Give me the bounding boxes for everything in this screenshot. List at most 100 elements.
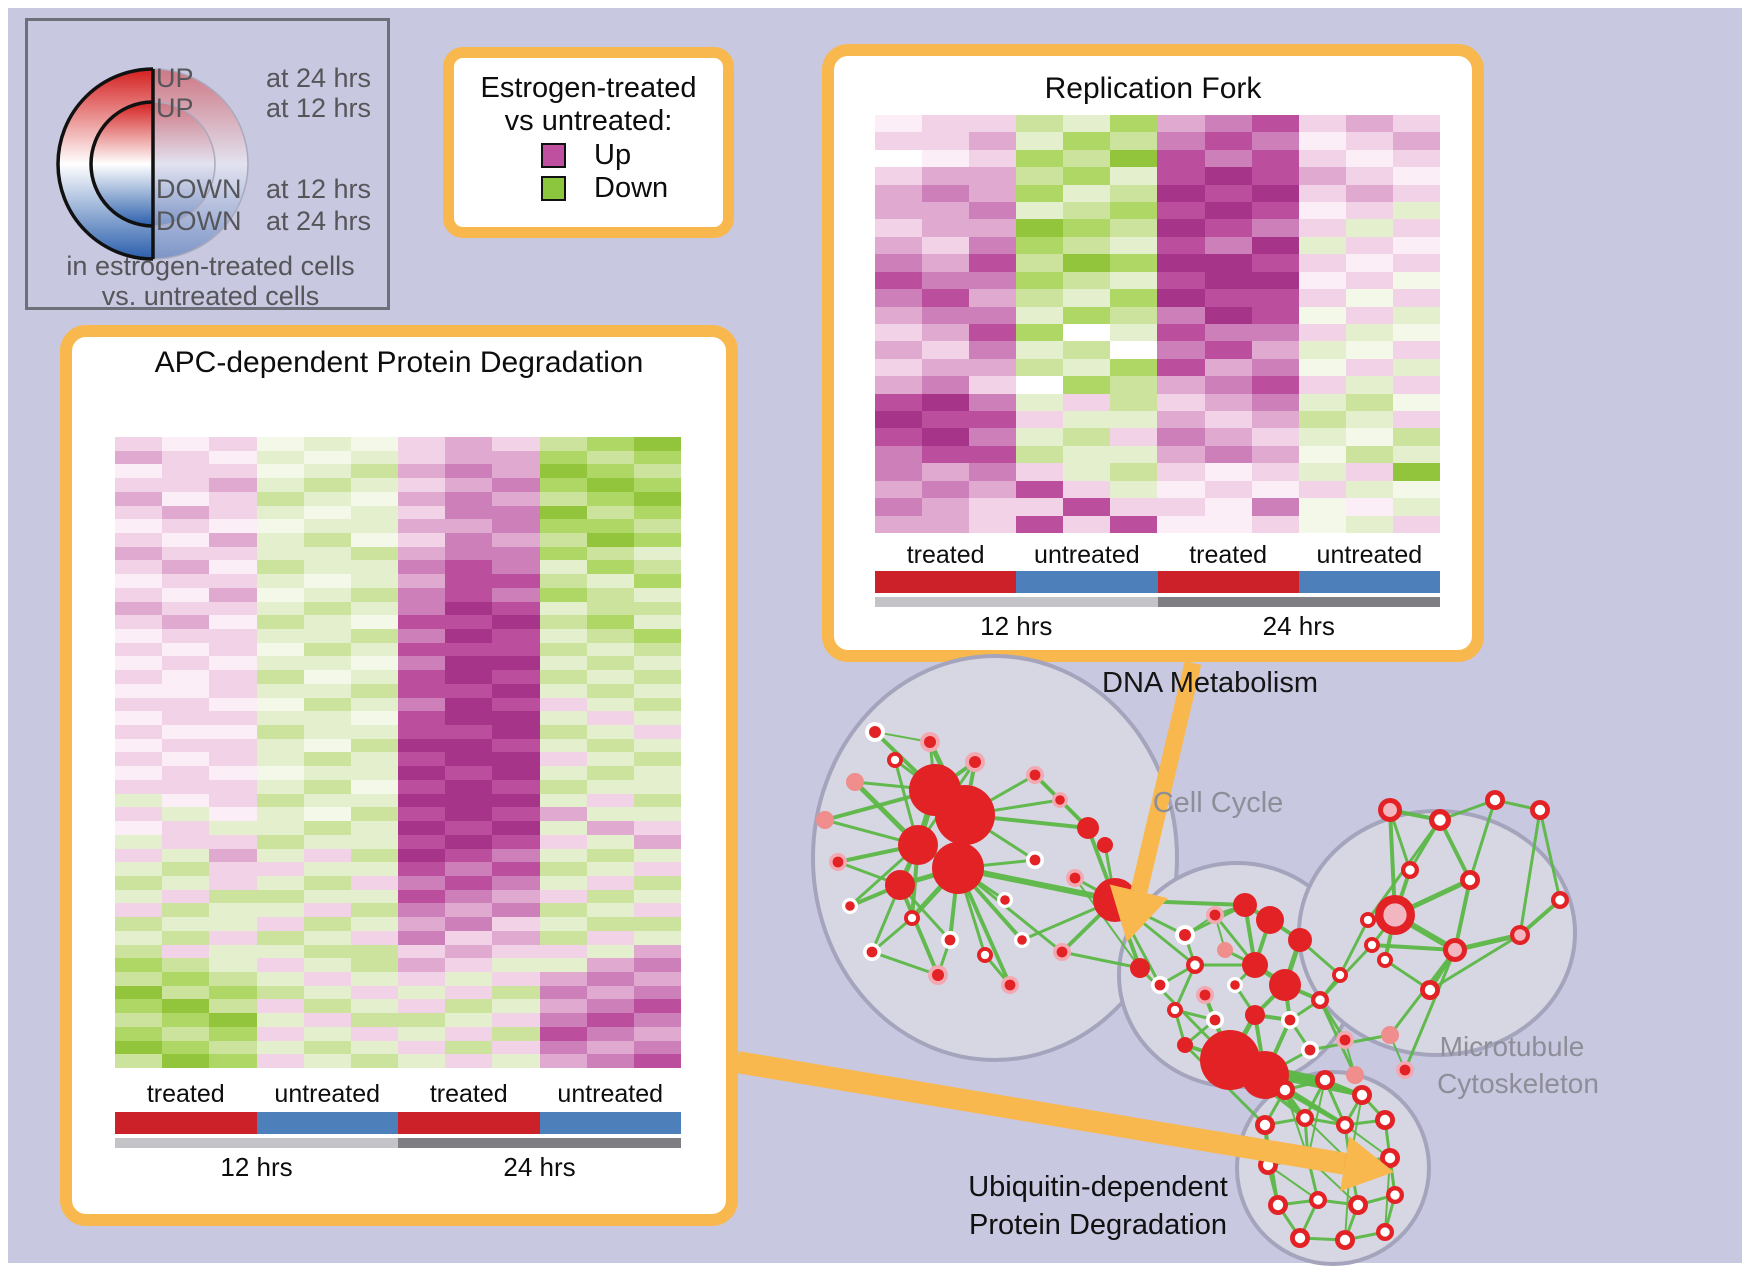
heatmap-cell (162, 821, 210, 835)
network-node-core (1199, 989, 1211, 1001)
heatmap-cell (875, 411, 923, 429)
heatmap-cell (539, 971, 587, 986)
heatmap-cell (1110, 445, 1158, 464)
treated-bar (1157, 571, 1299, 593)
heatmap-cell (875, 236, 923, 255)
heatmap-cell (922, 463, 970, 481)
network-edge (1371, 943, 1456, 952)
heatmap-cell (539, 1013, 587, 1027)
heatmap-cell (1063, 132, 1111, 150)
heatmap-cell (633, 917, 681, 931)
heatmap-cell (1345, 306, 1393, 324)
heatmap-cell (209, 889, 257, 904)
heatmap-cell (1063, 463, 1111, 481)
heatmap-cell (539, 683, 587, 698)
heatmap-cell (115, 903, 163, 918)
heatmap-cell (1157, 115, 1205, 133)
heatmap-cell (1251, 341, 1299, 359)
heatmap-cell (209, 766, 257, 780)
heatmap-cell (209, 546, 257, 561)
heatmap-cell (492, 683, 540, 698)
heatmap-cell (492, 546, 540, 561)
heatmap-cell (1063, 202, 1111, 220)
heatmap-cell (115, 519, 163, 534)
heatmap-cell (209, 1026, 257, 1041)
heatmap-cell (209, 560, 257, 575)
heatmap-cell (256, 917, 304, 931)
heatmap-cell (256, 875, 304, 890)
heatmap-cell (1204, 184, 1252, 203)
heatmap-cell (1063, 149, 1111, 168)
heatmap-cell (1204, 463, 1252, 481)
heatmap-cell (586, 889, 634, 904)
network-edge (957, 865, 1116, 903)
heatmap-cell (1392, 115, 1440, 133)
heatmap-cell (445, 670, 493, 684)
heatmap-cell (398, 656, 446, 671)
heatmap-cell (875, 463, 923, 481)
heatmap-cell (1298, 184, 1346, 203)
network-node-core (1399, 1064, 1411, 1076)
network-node-core (1489, 794, 1501, 806)
heatmap-cell (445, 903, 493, 918)
network-node-core (1356, 1089, 1368, 1101)
network-node-core (1384, 1152, 1396, 1164)
heatmap-cell (445, 533, 493, 547)
heatmap-cell (115, 491, 163, 506)
heatmap-cell (1345, 411, 1393, 429)
heatmap-cell (1110, 393, 1158, 412)
heatmap-cell (350, 574, 398, 588)
heatmap-cell (586, 601, 634, 616)
heatmap-cell (350, 629, 398, 643)
heatmap-cell (586, 587, 634, 602)
network-edge (898, 884, 940, 976)
network-node-core (1304, 1044, 1316, 1056)
network-node (1381, 1026, 1399, 1044)
heatmap-cell (633, 491, 681, 506)
heatmap-cell (445, 738, 493, 753)
heatmap-cell (1204, 115, 1252, 133)
heatmap-cell (586, 711, 634, 726)
heatmap-cell (539, 875, 587, 890)
heatmap-cell (1157, 202, 1205, 220)
heatmap-cell (209, 670, 257, 684)
heatmap-cell (445, 725, 493, 739)
heatmap-cell (1251, 306, 1299, 324)
heatmap-cell (633, 697, 681, 712)
heatmap-cell (115, 999, 163, 1014)
heatmap-cell (539, 930, 587, 945)
heatmap-cell (209, 656, 257, 671)
heatmap-cell (1063, 115, 1111, 133)
heatmap-cell (445, 697, 493, 712)
heatmap-cell (1157, 271, 1205, 290)
heatmap-cell (1204, 306, 1252, 324)
heatmap-cell (209, 464, 257, 479)
heatmap-cell (162, 478, 210, 492)
heatmap-cell (350, 560, 398, 575)
heatmap-cell (1204, 515, 1252, 533)
network-node-core (1339, 1034, 1351, 1046)
heatmap-cell (875, 393, 923, 412)
heatmap-cell (303, 478, 351, 492)
heatmap-cell (633, 601, 681, 616)
heatmap-cell (398, 725, 446, 739)
heatmap-cell (398, 574, 446, 588)
heatmap-cell (115, 683, 163, 698)
heatmap-cell (445, 450, 493, 465)
heatmap-cell (1251, 358, 1299, 377)
heatmap-cell (633, 752, 681, 767)
heatmap-cell (398, 793, 446, 808)
heatmap-cell (633, 930, 681, 945)
heatmap-cell (633, 642, 681, 657)
group-label-treated-0: treated (906, 541, 985, 569)
heatmap-cell (256, 1013, 304, 1027)
heatmap-cell (350, 656, 398, 671)
heatmap-cell (350, 889, 398, 904)
heatmap-cell (1298, 167, 1346, 185)
heatmap-cell (1016, 271, 1064, 290)
network-edge (1307, 1079, 1326, 1159)
heatmap-cell (586, 779, 634, 794)
heatmap-cell (1157, 515, 1205, 533)
heatmap-cell (162, 779, 210, 794)
untreated-bar (1298, 571, 1440, 593)
